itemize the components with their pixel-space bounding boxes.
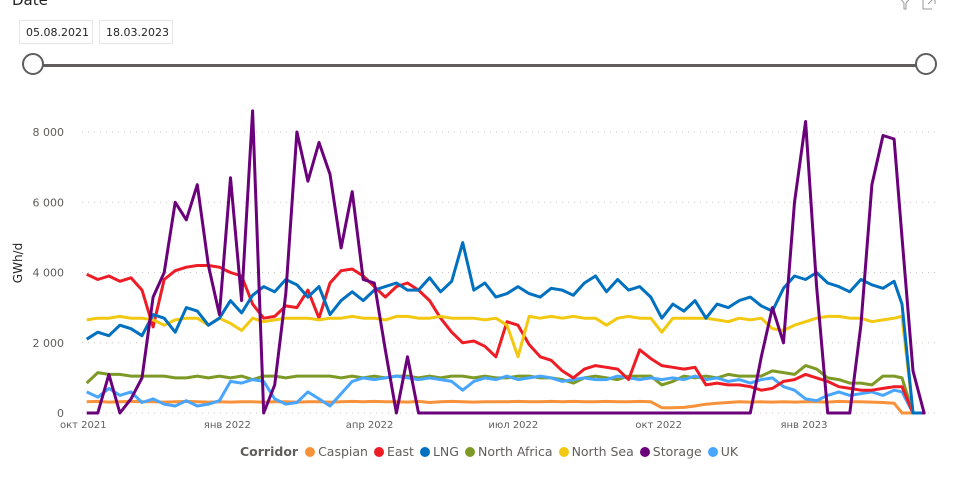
y-tick-label: 0 <box>57 407 64 420</box>
legend-marker-icon <box>639 446 650 457</box>
series-line-uk[interactable] <box>86 374 926 415</box>
legend-label: North Africa <box>477 444 553 459</box>
legend-item-caspian[interactable]: Caspian <box>305 444 368 459</box>
legend-item-lng[interactable]: LNG <box>419 444 459 459</box>
start-date-input[interactable]: 05.08.2021 <box>19 20 93 44</box>
slider-start-handle[interactable] <box>22 53 44 75</box>
legend-marker-icon <box>707 446 718 457</box>
series-line-lng[interactable] <box>85 241 926 415</box>
legend-label: UK <box>720 444 739 459</box>
legend-item-storage[interactable]: Storage <box>639 444 702 459</box>
y-tick-label: 8 000 <box>33 126 65 139</box>
legend-label: North Sea <box>571 444 634 459</box>
legend-item-east[interactable]: East <box>373 444 414 459</box>
date-slicer-title: Date <box>12 0 48 9</box>
x-tick-label: окт 2021 <box>60 420 107 431</box>
x-axis-ticks: окт 2021 янв 2022 апр 2022 июл 2022 окт 2022… <box>60 420 828 431</box>
series-lines <box>85 109 926 415</box>
legend-label: Storage <box>652 444 702 459</box>
slider-end-handle[interactable] <box>915 53 937 75</box>
series-line-east[interactable] <box>86 264 926 415</box>
focus-mode-icon[interactable] <box>922 0 936 10</box>
series-line-north-sea[interactable] <box>86 314 926 415</box>
legend-label: Caspian <box>318 444 368 459</box>
legend-marker-icon <box>305 446 316 457</box>
legend-marker-icon <box>558 446 569 457</box>
y-tick-label: 2 000 <box>33 337 65 350</box>
line-chart: 0 2 000 4 000 6 000 8 000 окт 2021 янв 2022 ап… <box>11 109 935 431</box>
x-tick-label: апр 2022 <box>346 420 394 431</box>
y-tick-label: 4 000 <box>33 267 65 280</box>
y-tick-label: 6 000 <box>33 196 65 209</box>
legend-item-uk[interactable]: UK <box>707 444 739 459</box>
legend: Corridor Caspian East LNG North Africa North… <box>240 444 744 459</box>
legend-marker-icon <box>373 446 384 457</box>
y-axis-ticks: 0 2 000 4 000 6 000 8 000 <box>33 126 65 420</box>
legend-marker-icon <box>464 446 475 457</box>
x-tick-label: июл 2022 <box>488 420 538 431</box>
x-tick-label: окт 2022 <box>635 420 682 431</box>
legend-item-north-sea[interactable]: North Sea <box>558 444 634 459</box>
x-tick-label: янв 2022 <box>204 420 251 431</box>
legend-marker-icon <box>419 446 430 457</box>
series-line-storage[interactable] <box>86 109 926 415</box>
x-tick-label: янв 2023 <box>780 420 827 431</box>
date-range-slider-track[interactable] <box>34 64 927 67</box>
legend-label: East <box>386 444 414 459</box>
end-date-input[interactable]: 18.03.2023 <box>99 20 173 44</box>
series-line-north-africa[interactable] <box>85 364 926 415</box>
y-axis-label: GWh/d <box>11 243 25 283</box>
legend-item-north-africa[interactable]: North Africa <box>464 444 553 459</box>
filter-icon[interactable] <box>898 0 912 10</box>
legend-title: Corridor <box>240 444 299 459</box>
legend-label: LNG <box>432 444 459 459</box>
visual-header <box>898 0 936 10</box>
series-line-caspian[interactable] <box>86 399 926 415</box>
